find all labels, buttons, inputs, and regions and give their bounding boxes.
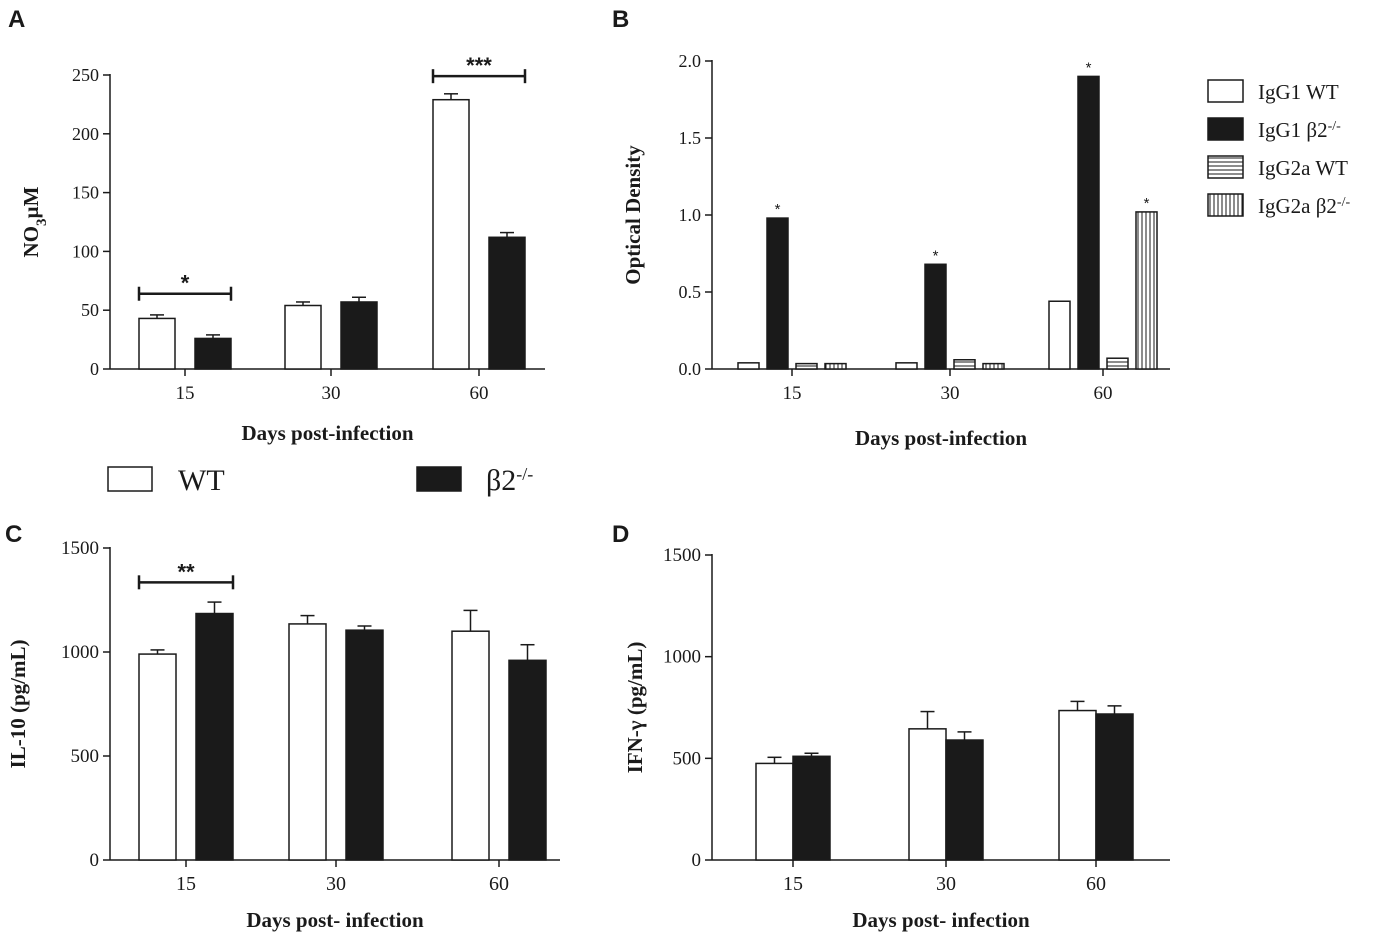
bar-a-black [340,301,378,370]
panel-letter-d: D [612,521,629,548]
y-tick-label-d: 500 [673,748,702,769]
bar-c-white [138,653,177,861]
sig-label-a: * [181,271,190,296]
panel-letter-c: C [5,521,22,548]
bar-d-black [945,739,984,861]
bar-d-white [908,728,947,861]
bar-c-white [451,630,490,861]
panel-letter-a: A [8,6,25,33]
bar-b-white [737,362,760,370]
bar-c-black [508,659,547,861]
x-tick-label-d: 15 [783,873,803,895]
y-tick-label-b: 1.0 [679,205,702,225]
x-axis-title-c: Days post- infection [246,908,424,932]
bar-b-hlines [1106,357,1129,370]
bar-c-black [345,629,384,861]
bar-c-black [195,612,234,861]
star-label-b: * [1144,195,1150,212]
y-tick-label-b: 0.0 [679,359,702,379]
shared-legend-label: WT [178,464,225,497]
y-tick-label-d: 1500 [663,545,701,566]
shared-legend-label-sup: -/- [516,464,533,484]
bar-b-hlines [795,362,818,370]
y-tick-label-d: 1000 [663,647,701,668]
bar-b-vlines [982,362,1005,370]
y-axis-title-a: NO3µM [19,186,50,257]
legend-label-b: IgG1 β2-/- [1258,118,1341,142]
legend-label-b: IgG1 WT [1258,80,1339,104]
x-tick-label-d: 60 [1086,873,1106,895]
bar-a-black [488,236,526,370]
bar-b-vlines [824,362,847,370]
y-tick-label-a: 150 [72,183,99,203]
bar-b-vlines [1135,211,1158,370]
y-axis-title-subscript-a: 3 [34,218,50,226]
y-axis-title-b: Optical Density [621,145,645,285]
x-tick-label-c: 60 [489,873,509,895]
bar-a-black [194,337,232,370]
legend-swatch-b [1207,79,1244,103]
shared-legend-swatch [107,466,153,492]
bar-b-black [766,217,789,370]
x-tick-label-a: 30 [322,383,341,404]
y-tick-label-a: 250 [72,65,99,85]
legend-label-sup-b: -/- [1337,195,1351,210]
y-axis-title-unit-a: µM [19,186,43,218]
x-axis-title-b: Days post-infection [855,426,1027,450]
legend-label-sup-b: -/- [1328,119,1342,134]
y-tick-label-c: 0 [90,850,100,871]
x-axis-title-d: Days post- infection [852,908,1030,932]
panel-letter-b: B [612,6,629,33]
legend-swatch-b [1207,155,1244,179]
y-tick-label-b: 2.0 [679,51,702,71]
x-tick-label-b: 30 [941,383,960,404]
y-tick-label-a: 0 [90,359,99,379]
bar-b-hlines [953,359,976,370]
bar-b-white [1048,300,1071,370]
x-tick-label-d: 30 [936,873,956,895]
sig-label-a: *** [466,53,492,78]
y-tick-label-c: 1500 [61,538,99,559]
star-label-b: * [933,247,939,264]
shared-legend-label: β2-/- [486,464,533,497]
y-tick-label-c: 500 [71,746,100,767]
y-tick-label-b: 1.5 [679,128,702,148]
y-tick-label-a: 50 [81,300,99,320]
legend-label-b: IgG2a WT [1258,156,1348,180]
bar-a-white [138,317,176,370]
y-axis-title-d: IFN-γ (pg/mL) [623,642,647,774]
x-tick-label-b: 15 [783,383,802,404]
y-axis-title-c: IL-10 (pg/mL) [6,640,30,769]
x-tick-label-c: 30 [326,873,346,895]
bar-b-white [895,362,918,370]
star-label-b: * [1086,59,1092,76]
x-tick-label-a: 15 [176,383,195,404]
legend-swatch-b [1207,117,1244,141]
bar-c-white [288,623,327,861]
bar-b-black [924,263,947,370]
shared-legend-swatch [416,466,462,492]
legend-swatch-b [1207,193,1244,217]
y-tick-label-c: 1000 [61,642,99,663]
legend-label-b: IgG2a β2-/- [1258,194,1350,218]
y-tick-label-a: 200 [72,124,99,144]
bar-d-white [1058,709,1097,861]
x-tick-label-a: 60 [470,383,489,404]
bar-a-white [284,304,322,370]
y-tick-label-d: 0 [692,850,702,871]
bar-b-black [1077,75,1100,370]
sig-label-c: ** [177,559,195,584]
bar-d-black [792,755,831,861]
bar-d-white [755,762,794,861]
x-tick-label-b: 60 [1094,383,1113,404]
x-tick-label-c: 15 [176,873,196,895]
y-tick-label-a: 100 [72,241,99,261]
bar-d-black [1095,713,1134,861]
x-axis-title-a: Days post-infection [241,421,413,445]
bar-a-white [432,98,470,370]
star-label-b: * [775,201,781,218]
y-tick-label-b: 0.5 [679,282,702,302]
